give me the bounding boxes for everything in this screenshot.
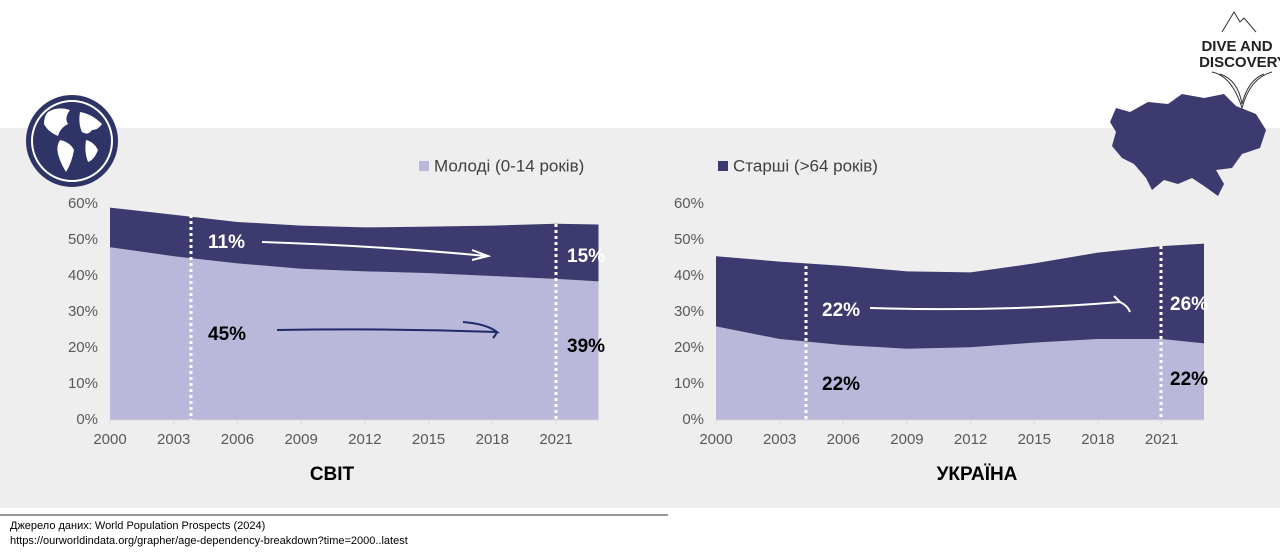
x-tick-label: 2015 <box>412 431 445 448</box>
ukraine-map <box>1110 94 1266 196</box>
logo-text: DISCOVERY <box>1199 54 1280 71</box>
legend-swatch <box>718 161 728 171</box>
y-tick-label: 40% <box>68 267 98 284</box>
y-tick-label: 50% <box>68 231 98 248</box>
logo: DIVE AND DISCOVERY <box>1199 11 1280 110</box>
arrow <box>276 321 500 339</box>
x-tick-label: 2003 <box>157 431 190 448</box>
annotation: 15% <box>567 246 605 267</box>
plots: 0% 10% 20% 30% 40% 50% 60% 2000 2003 2006 2009 2012… <box>68 195 1204 448</box>
y-tick-label: 20% <box>68 339 98 356</box>
y-tick-label: 0% <box>682 411 704 428</box>
legend-label: Старші (>64 років) <box>733 156 878 175</box>
y-tick-label: 60% <box>68 195 98 212</box>
y-tick-label: 0% <box>76 411 98 428</box>
x-tick-label: 2018 <box>1081 431 1114 448</box>
x-tick-label: 2009 <box>890 431 923 448</box>
y-tick-label: 10% <box>68 375 98 392</box>
x-tick-label: 2009 <box>284 431 317 448</box>
x-tick-label: 2021 <box>539 431 572 448</box>
area <box>110 247 599 420</box>
annotation: 11% <box>208 232 245 253</box>
annotation: 26% <box>1170 294 1208 315</box>
y-tick-label: 50% <box>674 231 704 248</box>
globe-icon <box>26 95 118 187</box>
x-tick-label: 2006 <box>221 431 254 448</box>
annotations: 11% 45% 15% 39% 22% 22% 26% 22% <box>189 215 1208 420</box>
y-tick-label: 20% <box>674 339 704 356</box>
y-tick-label: 60% <box>674 195 704 212</box>
y-tick-label: 30% <box>68 303 98 320</box>
x-tick-label: 2003 <box>763 431 796 448</box>
annotation: 22% <box>822 300 860 321</box>
annotation: 39% <box>567 336 605 357</box>
x-tick-label: 2021 <box>1145 431 1178 448</box>
chart-title: СВІТ <box>310 464 355 485</box>
annotation: 45% <box>208 324 246 345</box>
x-tick-label: 2012 <box>954 431 987 448</box>
arrow <box>869 295 1131 313</box>
chart-title: УКРАЇНА <box>937 464 1018 485</box>
x-tick-label: 2018 <box>476 431 509 448</box>
area <box>110 207 599 282</box>
annotation: 22% <box>822 374 860 395</box>
area <box>716 243 1204 349</box>
legend-label: Молоді (0-14 років) <box>434 156 584 175</box>
annotation: 22% <box>1170 369 1208 390</box>
x-tick-label: 2006 <box>827 431 860 448</box>
y-tick-label: 30% <box>674 303 704 320</box>
y-tick-label: 40% <box>674 267 704 284</box>
legend-swatch <box>419 161 429 171</box>
x-tick-label: 2000 <box>699 431 732 448</box>
source-text: https://ourworldindata.org/grapher/age-d… <box>10 535 408 547</box>
area <box>716 326 1204 420</box>
source-text: Джерело даних: World Population Prospect… <box>10 520 265 532</box>
logo-text: DIVE AND <box>1201 38 1272 55</box>
x-tick-label: 2015 <box>1018 431 1051 448</box>
x-tick-label: 2012 <box>348 431 381 448</box>
y-tick-label: 10% <box>674 375 704 392</box>
arrow <box>261 241 492 261</box>
x-tick-label: 2000 <box>93 431 126 448</box>
